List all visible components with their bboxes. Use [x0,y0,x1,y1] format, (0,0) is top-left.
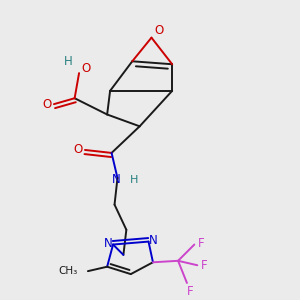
Text: O: O [81,62,90,75]
Text: N: N [104,237,112,250]
Text: F: F [187,285,193,298]
Text: O: O [42,98,51,111]
Text: F: F [201,259,208,272]
Text: F: F [197,237,204,250]
Text: N: N [149,234,158,247]
Text: H: H [64,55,73,68]
Text: N: N [112,173,120,186]
Text: H: H [130,175,138,184]
Text: O: O [73,143,82,157]
Text: CH₃: CH₃ [58,266,78,276]
Text: O: O [154,24,164,37]
